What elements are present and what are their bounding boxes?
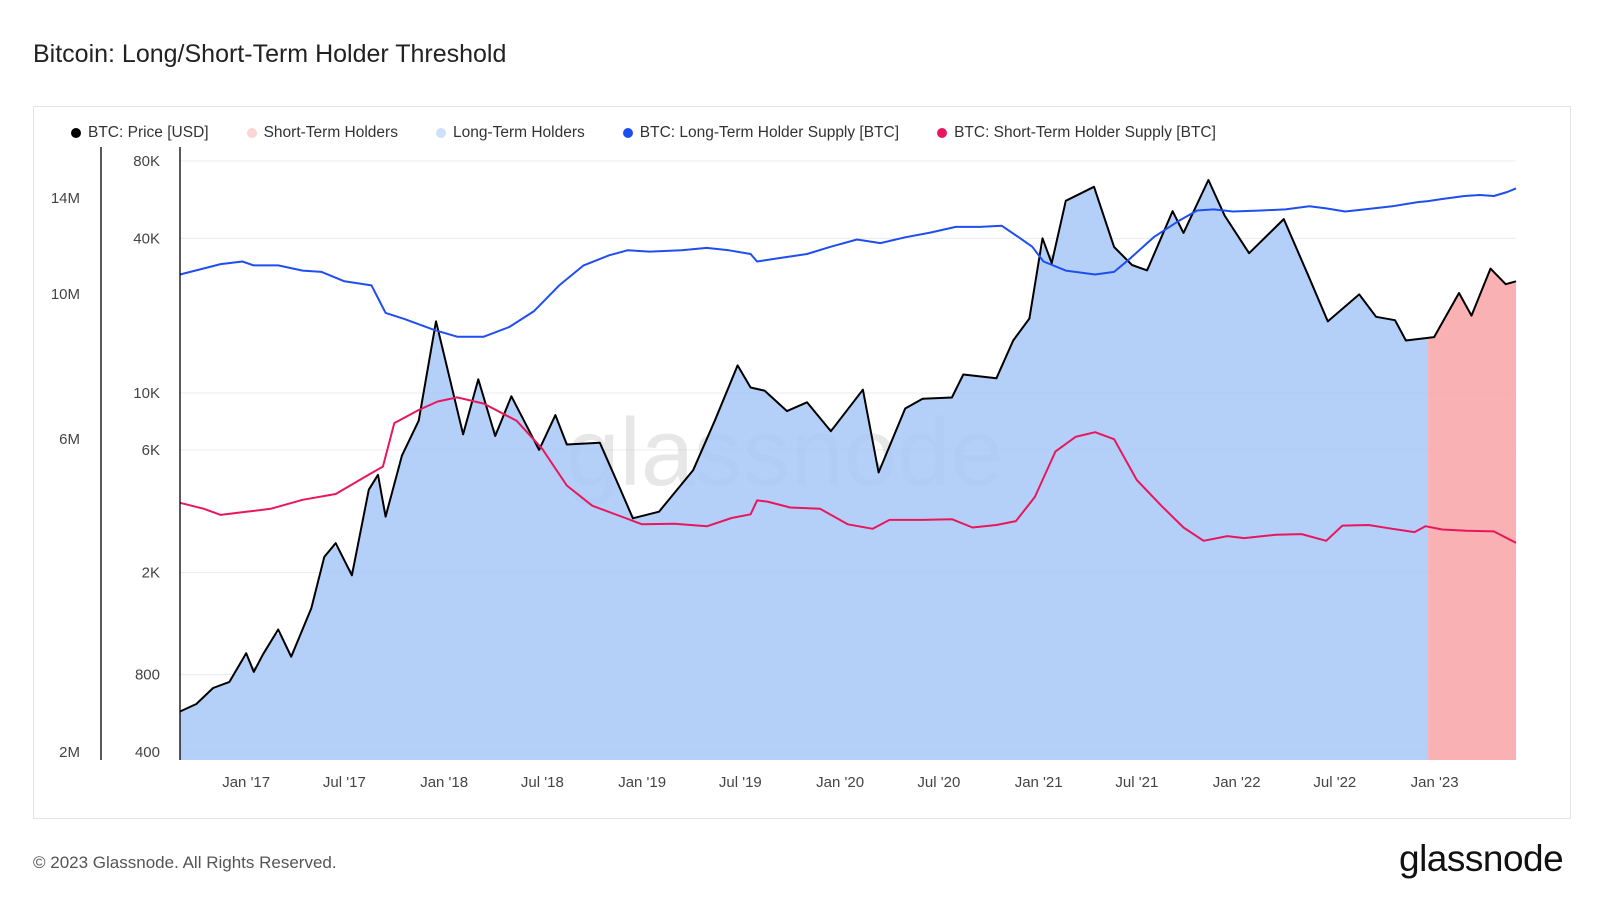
- legend-item-short-term-holders[interactable]: Short-Term Holders: [246, 124, 398, 142]
- chart-legend: BTC: Price [USD] Short-Term Holders Long…: [71, 122, 1254, 144]
- legend-label: Short-Term Holders: [263, 124, 398, 141]
- copyright-text: © 2023 Glassnode. All Rights Reserved.: [33, 853, 337, 872]
- x-tick-label: Jan '21: [1015, 774, 1063, 791]
- legend-label: Long-Term Holders: [452, 124, 585, 141]
- y-right-tick-label: 800: [135, 667, 160, 684]
- y-left-tick-label: 10M: [51, 286, 80, 303]
- x-tick-label: Jan '18: [420, 774, 468, 791]
- y-left-tick-label: 2M: [59, 744, 80, 761]
- y-right-tick-label: 6K: [142, 442, 160, 459]
- legend-dot-icon: [71, 128, 81, 138]
- x-tick-label: Jan '17: [222, 774, 270, 791]
- legend-dot-icon: [622, 128, 633, 138]
- lth-supply-line: [179, 187, 1517, 338]
- legend-label: BTC: Long-Term Holder Supply [BTC]: [639, 124, 900, 141]
- x-tick-label: Jul '19: [719, 774, 762, 791]
- x-tick-label: Jan '20: [816, 774, 864, 791]
- brand-logo: glassnode: [1399, 838, 1564, 879]
- x-tick-label: Jan '23: [1411, 774, 1459, 791]
- legend-item-lth-supply[interactable]: BTC: Long-Term Holder Supply [BTC]: [622, 124, 900, 142]
- legend-item-sth-supply[interactable]: BTC: Short-Term Holder Supply [BTC]: [937, 124, 1216, 142]
- x-tick-label: Jan '22: [1213, 774, 1261, 791]
- legend-dot-icon: [435, 128, 446, 138]
- x-tick-label: Jul '20: [917, 774, 960, 791]
- y-right-tick-label: 400: [135, 744, 160, 761]
- chart-title: Bitcoin: Long/Short-Term Holder Threshol…: [33, 40, 507, 68]
- y-left-tick-label: 6M: [59, 431, 80, 448]
- long-term-holders-area: [180, 182, 1429, 760]
- x-tick-label: Jul '17: [323, 774, 366, 791]
- x-tick-label: Jan '19: [618, 774, 666, 791]
- sth-supply-line: [179, 396, 1517, 544]
- legend-label: BTC: Short-Term Holder Supply [BTC]: [954, 124, 1216, 141]
- x-tick-label: Jul '18: [521, 774, 564, 791]
- legend-dot-icon: [937, 128, 948, 138]
- y-left-tick-label: 14M: [51, 190, 80, 207]
- y-right-tick-label: 10K: [133, 385, 160, 402]
- chart-frame: [33, 106, 1571, 819]
- legend-dot-icon: [246, 128, 257, 138]
- y-right-tick-label: 40K: [133, 230, 160, 247]
- x-tick-label: Jul '21: [1115, 774, 1158, 791]
- price-line: [179, 179, 1517, 713]
- legend-item-long-term-holders[interactable]: Long-Term Holders: [435, 124, 585, 142]
- short-term-holders-area: [1428, 268, 1516, 760]
- y-right-tick-label: 80K: [133, 153, 160, 170]
- x-tick-label: Jul '22: [1313, 774, 1356, 791]
- legend-item-price[interactable]: BTC: Price [USD]: [71, 124, 209, 142]
- legend-label: BTC: Price [USD]: [88, 124, 209, 141]
- y-right-tick-label: 2K: [142, 564, 160, 581]
